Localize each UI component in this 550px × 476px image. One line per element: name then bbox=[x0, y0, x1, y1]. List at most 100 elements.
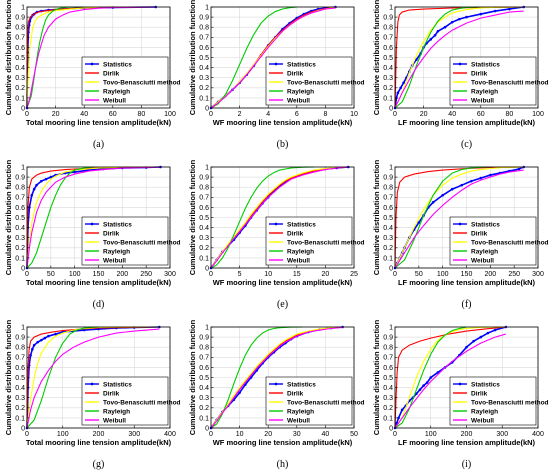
y-tick-label: 0.7 bbox=[199, 355, 209, 362]
y-axis-label: Cumulative distribution function bbox=[4, 159, 13, 275]
x-tick-label: 80 bbox=[506, 111, 514, 118]
y-tick-label: 0.4 bbox=[199, 385, 209, 392]
data-point bbox=[49, 175, 53, 179]
y-tick-label: 0.8 bbox=[15, 185, 25, 192]
legend-entry: Tovo-Benasciutti method bbox=[471, 79, 549, 86]
chart-panel-d: 0 50 100 150 200 250 300 0 0.1 0.2 0.3 0.4 0.5 0.6 0.7… bbox=[4, 159, 181, 310]
x-tick-label: 25 bbox=[350, 271, 358, 278]
data-point bbox=[36, 340, 40, 344]
x-tick-label: 200 bbox=[93, 431, 105, 438]
x-tick-label: 100 bbox=[425, 431, 437, 438]
data-point bbox=[436, 29, 440, 33]
y-tick-label: 0.3 bbox=[383, 395, 393, 402]
legend-entry: Rayleigh bbox=[103, 248, 130, 255]
data-point bbox=[47, 334, 50, 338]
legend-entry: Statistics bbox=[103, 221, 132, 228]
series-line-rayleigh bbox=[210, 326, 303, 429]
y-tick-label: 0.3 bbox=[199, 75, 209, 82]
y-tick-label: 0.3 bbox=[199, 235, 209, 242]
x-tick-label: 50 bbox=[350, 431, 358, 438]
y-tick-label: 0.2 bbox=[15, 405, 25, 412]
legend-entry: Dirlik bbox=[471, 390, 488, 397]
y-tick-label: 1 bbox=[205, 4, 209, 11]
data-point bbox=[44, 177, 48, 181]
series-line-tovo-benasciutti-method bbox=[26, 166, 161, 269]
x-tick-label: 40 bbox=[448, 111, 456, 118]
legend-entry: Weibull bbox=[287, 97, 310, 104]
data-point bbox=[472, 339, 475, 343]
legend-marker bbox=[274, 222, 278, 226]
y-tick-label: 0.8 bbox=[199, 345, 209, 352]
x-tick-label: 8 bbox=[323, 111, 327, 118]
data-point bbox=[460, 183, 464, 187]
panel-label: (a) bbox=[93, 139, 104, 150]
y-tick-label: 1 bbox=[389, 324, 393, 331]
legend: Statistics Dirlik Tovo-Benasciutti method R… bbox=[265, 376, 365, 426]
series-line-weibull bbox=[394, 333, 506, 429]
y-tick-label: 0.5 bbox=[15, 55, 25, 62]
legend-entry: Dirlik bbox=[287, 70, 304, 77]
data-point bbox=[429, 376, 433, 379]
legend-box bbox=[265, 376, 353, 426]
legend: Statistics Dirlik Tovo-Benasciutti method R… bbox=[81, 56, 181, 106]
legend-entry: Statistics bbox=[471, 381, 500, 388]
data-point bbox=[32, 343, 36, 347]
series-line-tovo-benasciutti-method bbox=[26, 6, 156, 109]
y-tick-label: 0.2 bbox=[15, 85, 25, 92]
data-point bbox=[465, 345, 468, 349]
y-tick-label: 0 bbox=[389, 105, 393, 112]
y-tick-label: 0.6 bbox=[199, 365, 209, 372]
legend-entry: Rayleigh bbox=[103, 408, 130, 415]
x-tick-label: 60 bbox=[109, 111, 117, 118]
y-tick-label: 0.5 bbox=[383, 375, 393, 382]
legend-entry: Tovo-Benasciutti method bbox=[287, 79, 365, 86]
y-tick-label: 0 bbox=[389, 265, 393, 272]
y-tick-label: 0.8 bbox=[15, 25, 25, 32]
y-tick-label: 0.4 bbox=[383, 385, 393, 392]
data-point bbox=[43, 336, 47, 340]
data-point bbox=[465, 15, 468, 19]
legend-marker bbox=[458, 62, 462, 66]
y-tick-label: 0.4 bbox=[199, 225, 209, 232]
x-tick-label: 0 bbox=[25, 431, 29, 438]
series-line-rayleigh bbox=[394, 326, 467, 429]
data-point bbox=[415, 58, 418, 61]
legend: Statistics Dirlik Tovo-Benasciutti method R… bbox=[449, 376, 549, 426]
x-axis-label: LF mooring line tension amplitude(kN) bbox=[398, 438, 536, 447]
chart-panel-g: 0 100 200 300 400 0 0.1 0.2 0.3 0.4 0.5 0.6 0.7 0.8 0.… bbox=[4, 319, 181, 470]
x-tick-label: 0 bbox=[209, 431, 213, 438]
legend-entry: Statistics bbox=[103, 61, 132, 68]
data-point bbox=[397, 416, 400, 420]
x-tick-label: 0 bbox=[393, 431, 397, 438]
x-tick-label: 100 bbox=[69, 271, 81, 278]
y-tick-label: 0.6 bbox=[199, 205, 209, 212]
legend-box bbox=[81, 56, 169, 106]
x-tick-label: 300 bbox=[496, 431, 508, 438]
legend-entry: Rayleigh bbox=[103, 88, 130, 95]
legend-entry: Weibull bbox=[103, 417, 126, 424]
legend: Statistics Dirlik Tovo-Benasciutti method R… bbox=[81, 216, 181, 266]
chart-panel-f: 0 50 100 150 200 250 300 0 0.1 0.2 0.3 0.4 0.5 0.6 0.7… bbox=[372, 159, 549, 310]
x-tick-label: 150 bbox=[93, 271, 105, 278]
data-point bbox=[395, 421, 399, 425]
x-tick-label: 0 bbox=[393, 111, 397, 118]
x-tick-label: 15 bbox=[293, 271, 301, 278]
data-point bbox=[40, 179, 43, 183]
x-tick-label: 20 bbox=[322, 271, 330, 278]
x-tick-label: 200 bbox=[484, 271, 496, 278]
series-line-weibull bbox=[210, 7, 336, 109]
x-tick-label: 50 bbox=[47, 271, 55, 278]
data-point bbox=[73, 170, 76, 174]
legend-entry: Tovo-Benasciutti method bbox=[103, 239, 181, 246]
panel-label: (i) bbox=[462, 459, 471, 470]
legend-entry: Tovo-Benasciutti method bbox=[103, 79, 181, 86]
legend-entry: Rayleigh bbox=[471, 88, 498, 95]
x-tick-label: 200 bbox=[116, 271, 128, 278]
legend-entry: Dirlik bbox=[103, 390, 120, 397]
data-point bbox=[458, 17, 461, 21]
series-line-weibull bbox=[394, 10, 524, 109]
y-tick-label: 0.3 bbox=[15, 75, 25, 82]
data-point bbox=[479, 176, 483, 180]
x-axis-label: LF mooring line tension amplitude(kN) bbox=[398, 278, 536, 287]
legend: Statistics Dirlik Tovo-Benasciutti method R… bbox=[265, 216, 365, 266]
